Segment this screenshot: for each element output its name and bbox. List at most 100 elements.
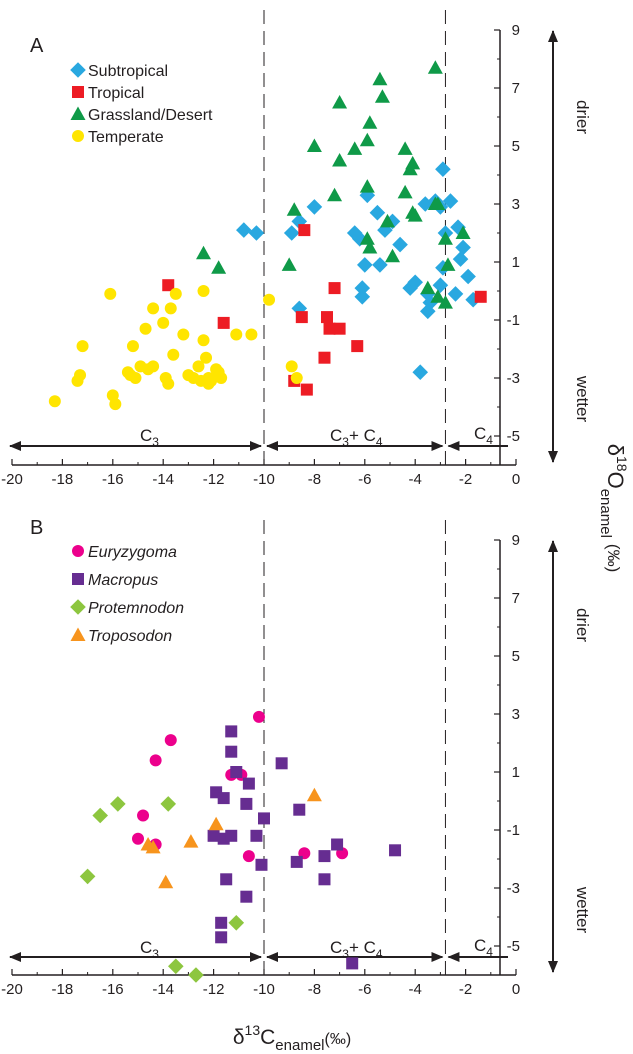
panel-b-drier-label: drier [573, 608, 592, 642]
panel-b-macropus-point-9 [240, 797, 253, 810]
panel-a-temperate-point-14 [157, 316, 170, 329]
panel-a-legend-subtropical-label: Subtropical [88, 63, 168, 80]
panel-b-protemnodon-point-3 [79, 868, 96, 885]
panel-a-legend-tropical-label: Tropical [88, 85, 144, 102]
panel-a-x-tick-label: -12 [203, 471, 225, 488]
panel-a-x-tick-label: -14 [152, 471, 174, 488]
panel-a-y-tick-label: -3 [507, 370, 520, 387]
panel-b-troposodon-point-5 [306, 787, 322, 802]
panel-a-subtropical-point-31 [422, 294, 439, 311]
panel-a-temperate-point-27 [197, 334, 210, 347]
panel-a-c3-label: C3 [140, 426, 159, 449]
panel-a-legend-grassland-desert-point-marker [70, 106, 86, 120]
panel-a-subtropical-point-0 [236, 222, 252, 238]
panel-b-y-tick-label: 3 [512, 706, 520, 723]
panel-b-protemnodon-point-0 [92, 807, 108, 824]
panel-a-x-tick-label: -4 [409, 471, 422, 488]
panel-a-c3c4-label: C3+ C4 [330, 426, 383, 449]
panel-a-grassland-desert-point-13 [374, 89, 390, 103]
panel-a-tropical-point-5 [323, 322, 336, 335]
panel-a-grassland-desert-point-1 [211, 260, 227, 274]
panel-a-grassland-desert-point-10 [362, 115, 378, 129]
panel-a-tropical-point-8 [333, 322, 346, 335]
panel-b-troposodon-point-2 [183, 834, 199, 848]
panel-a-temperate-point-29 [230, 328, 243, 341]
panel-a-temperate-point-40 [197, 285, 210, 297]
panel-a-temperate-point-17 [167, 348, 180, 361]
panel-b-macropus-point-5 [242, 777, 255, 790]
panel-a-grassland-desert-point-14 [379, 213, 395, 228]
panel-a-grassland-desert-point-19 [397, 141, 413, 155]
panel-b-legend-troposodon-point-marker [70, 627, 86, 641]
panel-b-c3-label: C3 [140, 938, 159, 961]
panel-a-subtropical-point-29 [432, 277, 449, 293]
panel-a-subtropical-point-34 [465, 291, 481, 308]
panel-a-subtropical-point-10 [377, 222, 393, 238]
panel-b-macropus-point-18 [293, 803, 306, 816]
panel-a-grassland-desert-point-31 [430, 289, 446, 303]
panel-b-macropus-point-4 [230, 766, 243, 778]
x-axis-title: δ13Cenamel(‰) [233, 1022, 351, 1054]
panel-a-subtropical-point-13 [357, 257, 373, 273]
panel-a-grassland-desert-point-4 [306, 138, 322, 152]
panel-b-troposodon-point-1 [145, 839, 161, 854]
panel-b-y-tick-label: -3 [507, 880, 520, 897]
panel-a-grassland-desert-point-11 [359, 132, 375, 147]
panel-a-grassland-desert-point-30 [455, 225, 471, 239]
panel-a-temperate-point-12 [147, 302, 160, 315]
panel-a-subtropical-point-15 [354, 280, 371, 296]
panel-a-temperate-point-34 [106, 389, 119, 402]
panel-a-x-tick-label: -10 [253, 471, 275, 488]
panel-a-temperate-point-6 [126, 340, 139, 353]
panel-a-grassland-desert-point-5 [332, 95, 348, 109]
panel-b-euryzygoma-point-3 [132, 832, 144, 845]
panel-a-temperate-point-32 [285, 360, 298, 373]
panel-b-y-tick-label: -5 [507, 938, 520, 955]
panel-b-legend-macropus-point-marker [72, 573, 84, 585]
panel-b-y-tick-label: 1 [512, 764, 520, 781]
panel-a-subtropical-point-16 [354, 289, 371, 305]
panel-a-tropical-point-3 [295, 311, 308, 324]
panel-a-label: A [30, 35, 44, 57]
panel-a-temperate-point-18 [177, 328, 190, 341]
panel-a-subtropical-point-17 [402, 280, 418, 296]
panel-a-legend-temperate-label: Temperate [88, 129, 164, 146]
panel-a-tropical-point-4 [321, 311, 333, 324]
panel-b-c3c4-label: C3+ C4 [330, 938, 383, 961]
panel-a-temperate-series [48, 285, 303, 411]
panel-a-subtropical-point-2 [283, 225, 300, 241]
panel-b-macropus-series [207, 725, 402, 970]
panel-b-macropus-point-12 [220, 873, 233, 886]
panel-a: A Subtropical Tropical Grassland/Desert Tem… [1, 10, 592, 488]
panel-a-subtropical-point-27 [452, 251, 469, 267]
panel-b-label: B [30, 517, 43, 539]
panel-b-protemnodon-point-1 [110, 796, 126, 812]
panel-a-temperate-point-3 [76, 340, 89, 353]
panel-a-subtropical-point-18 [407, 274, 423, 291]
panel-b-macropus-point-24 [389, 844, 402, 857]
panel-a-grassland-desert-point-15 [359, 231, 375, 245]
panel-a-legend-subtropical-point-marker [70, 62, 86, 78]
panel-a-grassland-desert-point-12 [372, 71, 388, 86]
panel-a-temperate-point-33 [290, 372, 303, 384]
panel-a-y-tick-label: 3 [512, 196, 520, 213]
panel-b-x-tick-label: -16 [102, 981, 124, 998]
panel-a-grassland-desert-point-9 [359, 179, 375, 193]
panel-a-grassland-desert-point-2 [286, 202, 302, 216]
panel-b-macropus-point-3 [217, 792, 230, 805]
y-axis-title: δ18Oenamel(‰) [597, 444, 630, 572]
panel-b-macropus-point-23 [346, 957, 359, 970]
panel-a-grassland-desert-point-24 [420, 280, 436, 295]
panel-b-macropus-point-21 [318, 873, 331, 886]
panel-a-subtropical-point-9 [369, 204, 386, 221]
panel-a-subtropical-point-23 [442, 193, 459, 209]
panel-b-x-tick-label: -18 [52, 981, 74, 998]
panel-b-macropus-point-1 [225, 745, 238, 758]
panel-b-legend-euryzygoma-point-marker [72, 545, 84, 557]
panel-a-subtropical-point-14 [372, 257, 388, 273]
panel-a-temperate-point-28 [212, 366, 225, 379]
panel-a-y-tick-label: 9 [512, 22, 520, 39]
panel-a-drier-label: drier [573, 100, 592, 134]
panel-a-temperate-point-31 [263, 293, 276, 306]
